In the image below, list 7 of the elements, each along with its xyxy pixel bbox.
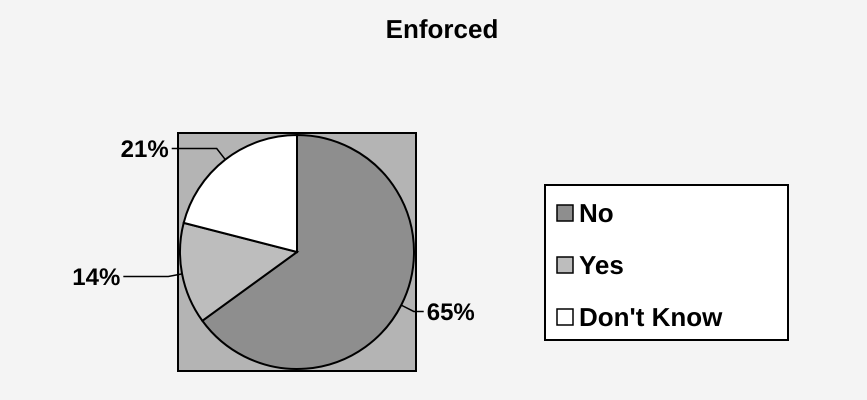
data-label: 14% [72, 264, 120, 291]
chart-title: Enforced [386, 14, 498, 44]
data-label: 65% [426, 298, 475, 326]
legend-label: Yes [579, 250, 624, 280]
data-label: 21% [120, 136, 169, 163]
legend-label: Don't Know [579, 302, 724, 332]
legend-label: No [579, 198, 614, 228]
